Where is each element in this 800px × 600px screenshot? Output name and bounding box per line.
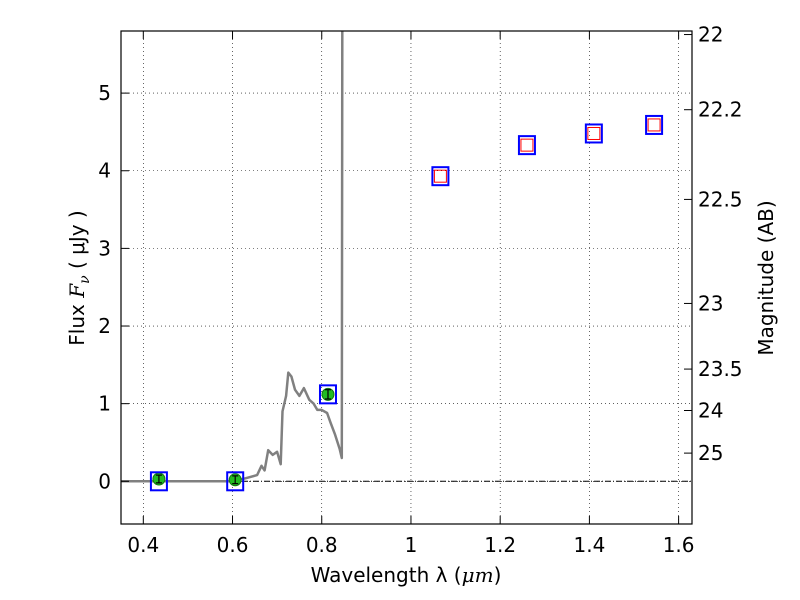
x-tick-label: 1.6 bbox=[663, 533, 695, 557]
model-photometry-box bbox=[149, 471, 168, 492]
y-tick-label: 2 bbox=[98, 314, 111, 338]
photometry-points bbox=[149, 114, 664, 492]
model-sed-series bbox=[121, 30, 344, 483]
upper-limit-marker bbox=[433, 169, 447, 183]
x-tick-label: 0.4 bbox=[127, 533, 159, 557]
y2-axis-label: Magnitude (AB) bbox=[754, 200, 778, 355]
upper-limit-marker bbox=[587, 126, 601, 140]
y-tick-label: 3 bbox=[98, 236, 111, 260]
model-photometry-box bbox=[226, 471, 245, 492]
mag-tick-label: 25 bbox=[698, 441, 723, 465]
x-tick-label: 0.6 bbox=[217, 533, 249, 557]
x-tick-label: 1 bbox=[405, 533, 418, 557]
mag-tick-label: 22 bbox=[698, 23, 723, 47]
plot-background bbox=[121, 31, 692, 524]
model-photometry-box bbox=[431, 166, 450, 187]
axis-ticks bbox=[121, 31, 692, 524]
model-photometry-box bbox=[584, 123, 603, 144]
x-tick-label: 1.2 bbox=[484, 533, 516, 557]
mag-tick-label: 23 bbox=[698, 291, 723, 315]
mag-tick-label: 22.2 bbox=[698, 98, 743, 122]
model-photometry-box bbox=[318, 384, 337, 405]
y-tick-label: 5 bbox=[98, 81, 111, 105]
tick-labels: 0.4 0.6 0.8 1 1.2 1.4 1.60123452222.222.52323.… bbox=[98, 23, 742, 557]
x-tick-label: 0.8 bbox=[306, 533, 338, 557]
upper-limit-marker bbox=[520, 138, 534, 152]
y-axis-label: Flux Fν ( μJy ) bbox=[65, 210, 93, 345]
y-tick-label: 4 bbox=[98, 159, 111, 183]
model-photometry-box bbox=[645, 114, 664, 135]
mag-tick-label: 24 bbox=[698, 398, 723, 422]
mag-tick-label: 22.5 bbox=[698, 187, 743, 211]
x-axis-label: Wavelength λ (μm) bbox=[311, 563, 502, 587]
model-sed-line bbox=[121, 30, 344, 483]
x-tick-label: 1.4 bbox=[573, 533, 605, 557]
mag-tick-label: 23.5 bbox=[698, 357, 743, 381]
y-tick-label: 1 bbox=[98, 392, 111, 416]
plot-frame bbox=[120, 30, 693, 525]
y-tick-label: 0 bbox=[98, 469, 111, 493]
model-photometry-box bbox=[517, 135, 536, 156]
upper-limit-marker bbox=[647, 118, 661, 132]
